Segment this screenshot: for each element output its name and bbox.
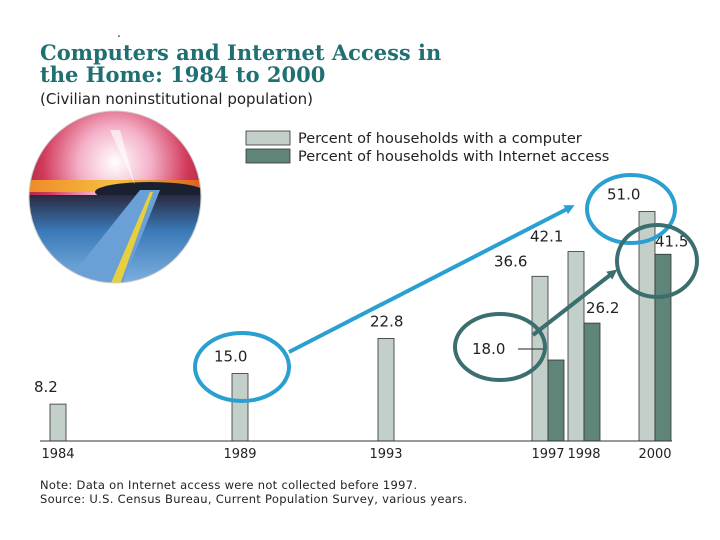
bar-computer-1989 [231,373,249,442]
value-label-internet-2000: 41.5 [655,232,688,250]
bar-internet-2000 [654,253,672,442]
bar-computer-2000 [638,211,656,442]
chart-note: Note: Data on Internet access were not c… [40,478,417,492]
value-label-computer-1984: 8.2 [34,378,58,396]
value-label-computer-1998: 42.1 [530,228,563,246]
legend-swatch-internet [245,148,291,164]
value-label-computer-1997: 36.6 [494,252,527,270]
bar-computer-1993 [377,337,395,442]
chart-title-line1: Computers and Internet Access in [40,40,441,65]
road-illustration [29,111,201,283]
value-label-computer-2000: 51.0 [607,186,640,204]
annotation-arrow-internet [531,269,618,337]
x-tick-1997: 1997 [531,447,564,462]
value-label-internet-1998: 26.2 [586,299,619,317]
x-tick-1993: 1993 [369,447,402,462]
x-tick-2000: 2000 [638,447,671,462]
annotations [193,173,699,403]
bar-computer-1998 [567,251,585,442]
bar-internet-1998 [583,322,601,442]
legend: Percent of households with a computer Pe… [245,130,609,165]
x-tick-1984: 1984 [41,447,74,462]
bar-internet-1997 [547,359,565,442]
chart-source: Source: U.S. Census Bureau, Current Popu… [40,492,467,506]
legend-label-internet: Percent of households with Internet acce… [298,149,609,165]
value-labels: 8.2 15.0 22.8 36.6 18.0 42.1 26.2 51.0 41.5 [34,186,688,397]
value-label-internet-1997: 18.0 [472,340,505,358]
x-tick-1989: 1989 [223,447,256,462]
legend-label-computer: Percent of households with a computer [298,131,582,147]
value-label-computer-1989: 15.0 [214,348,247,366]
legend-swatch-computer [245,130,291,146]
bar-computer-1984 [49,403,67,442]
illustration-border [28,110,202,284]
chart-subtitle: (Civilian noninstitutional population) [40,90,313,108]
annotation-circle-2000-internet [615,223,699,299]
x-tick-labels: 1984 1989 1993 1997 1998 2000 [41,447,671,462]
annotation-circle-1989 [193,331,291,403]
stray-dot: . [117,26,121,40]
annotation-circle-2000-computer [585,173,677,245]
value-label-computer-1993: 22.8 [370,312,403,330]
x-tick-1998: 1998 [567,447,600,462]
chart-title-line2: the Home: 1984 to 2000 [40,62,325,87]
annotation-arrow-computer [288,205,575,354]
annotation-circle-1997-internet [453,312,547,382]
